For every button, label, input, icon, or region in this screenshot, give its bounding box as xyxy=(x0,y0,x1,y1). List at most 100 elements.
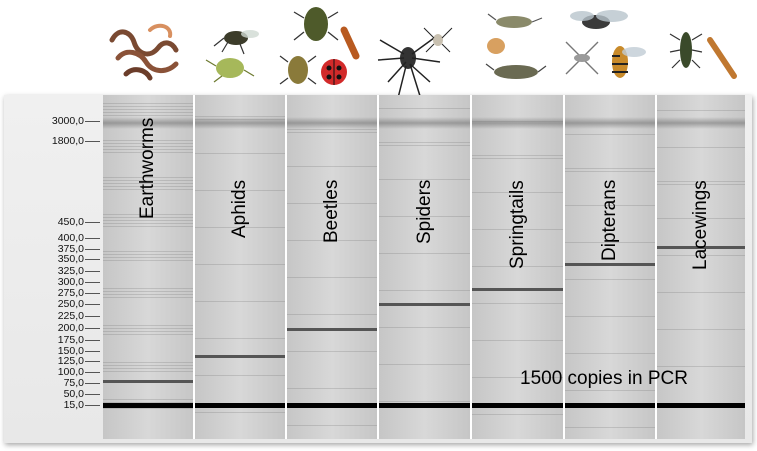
ladder-label: 400,0 xyxy=(57,232,84,244)
lane-label: Lacewings xyxy=(690,180,711,270)
ladder-tick xyxy=(85,316,100,317)
gel-smear xyxy=(195,264,285,265)
ladder-tick xyxy=(85,328,100,329)
marker-band xyxy=(379,403,470,408)
gel-smear xyxy=(379,327,470,328)
sample-band xyxy=(287,327,377,331)
gel-smear xyxy=(565,427,655,428)
gel-smear xyxy=(657,184,745,185)
well-band xyxy=(657,117,745,129)
gel-smear xyxy=(195,153,285,154)
gel-smear xyxy=(103,362,193,363)
gel-smear xyxy=(103,402,193,403)
gel-smear xyxy=(103,152,193,153)
gel-smear xyxy=(379,290,470,291)
ladder-tick xyxy=(85,282,100,283)
pcr-copies-note: 1500 copies in PCR xyxy=(520,368,688,389)
ladder-tick xyxy=(85,340,100,341)
gel-smear xyxy=(195,412,285,413)
marker-band xyxy=(657,403,745,408)
lacewing-icon xyxy=(669,32,737,79)
gel-smear xyxy=(379,145,470,146)
gel-smear xyxy=(287,351,377,352)
marker-band xyxy=(195,403,285,408)
gel-smear xyxy=(103,149,193,150)
sample-band xyxy=(565,262,655,266)
lane-lacewings xyxy=(657,95,745,439)
gel-smear xyxy=(287,203,377,204)
ladder-tick xyxy=(85,222,100,223)
gel-smear xyxy=(379,401,470,402)
lane-springtails xyxy=(472,95,563,439)
gel-smear xyxy=(195,227,285,228)
ladder-tick xyxy=(85,361,100,362)
gel-smear xyxy=(103,109,193,110)
gel-smear xyxy=(472,266,563,267)
ladder-label: 100,0 xyxy=(57,366,84,378)
sample-band xyxy=(472,287,563,291)
lane-spiders xyxy=(379,95,470,439)
ladder-label: 125,0 xyxy=(57,355,84,367)
ladder-label: 275,0 xyxy=(57,287,84,299)
ladder-tick xyxy=(85,141,100,142)
gel-smear xyxy=(379,179,470,180)
lane-label: Beetles xyxy=(321,179,342,243)
lane-aphids xyxy=(195,95,285,439)
gel-smear xyxy=(103,294,193,295)
gel-smear xyxy=(103,183,193,184)
gel-smear xyxy=(103,220,193,221)
gel-smear xyxy=(103,251,193,252)
gel-smear xyxy=(287,132,377,133)
gel-smear xyxy=(472,229,563,230)
gel-smear xyxy=(472,158,563,159)
gel-smear xyxy=(103,180,193,181)
gel-smear xyxy=(565,168,655,169)
gel-smear xyxy=(103,368,193,369)
gel-smear xyxy=(472,192,563,193)
sample-band xyxy=(379,303,470,307)
gel-smear xyxy=(103,140,193,141)
sample-band xyxy=(657,245,745,249)
lane-dipterans xyxy=(565,95,655,439)
gel-smear xyxy=(472,377,563,378)
gel-smear xyxy=(472,414,563,415)
ladder-tick xyxy=(85,271,100,272)
gel-smear xyxy=(657,329,745,330)
ladder-label: 1800,0 xyxy=(51,135,84,147)
ladder-label: 300,0 xyxy=(57,276,84,288)
sample-band xyxy=(195,354,285,358)
springtail-icon xyxy=(485,13,547,79)
gel-smear xyxy=(565,390,655,391)
lane-label: Earthworms xyxy=(137,117,158,219)
gel-smear xyxy=(103,408,193,409)
aphid-icon xyxy=(205,30,259,83)
gel-smear xyxy=(287,277,377,278)
gel-smear xyxy=(103,257,193,258)
lane-beetles xyxy=(287,95,377,439)
ladder-tick xyxy=(85,121,100,122)
gel-smear xyxy=(565,242,655,243)
gel-smear xyxy=(565,316,655,317)
gel-smear xyxy=(379,108,470,109)
gel-smear xyxy=(657,366,745,367)
ladder-tick xyxy=(85,249,100,250)
gel-smear xyxy=(657,255,745,256)
lane-separator xyxy=(470,95,472,439)
gel-smear xyxy=(195,116,285,117)
gel-smear xyxy=(287,388,377,389)
gel-smear xyxy=(472,340,563,341)
gel-smear xyxy=(103,189,193,190)
gel-smear xyxy=(103,291,193,292)
gel-smear xyxy=(103,399,193,400)
ladder-label: 200,0 xyxy=(57,322,84,334)
well-band xyxy=(195,117,285,129)
ladder-label: 350,0 xyxy=(57,253,84,265)
gel-smear xyxy=(657,181,745,182)
gel-smear xyxy=(565,205,655,206)
lane-label: Springtails xyxy=(506,180,528,269)
gel-smear xyxy=(103,325,193,326)
lane-earthworms xyxy=(103,95,193,439)
gel-smear xyxy=(195,301,285,302)
lane-label: Dipterans xyxy=(599,179,620,261)
gel-smear xyxy=(103,297,193,298)
